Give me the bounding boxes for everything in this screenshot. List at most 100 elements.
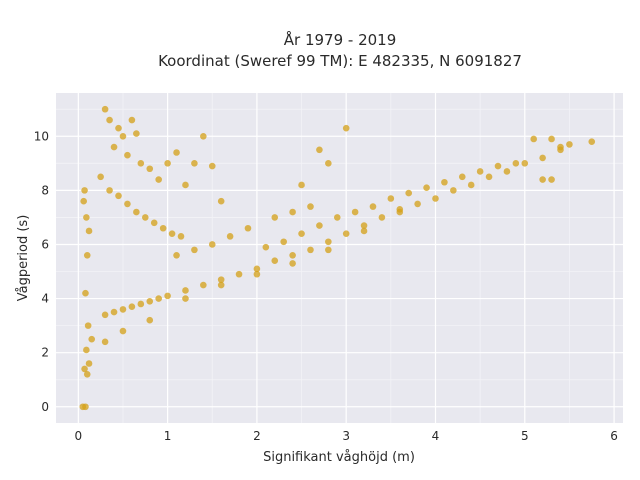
data-point xyxy=(298,181,305,189)
data-point xyxy=(182,295,189,302)
data-point xyxy=(325,238,332,246)
data-point xyxy=(503,168,511,175)
data-point xyxy=(164,292,171,300)
data-point xyxy=(119,306,127,313)
data-point xyxy=(119,132,127,140)
data-point xyxy=(85,227,93,235)
plot-area xyxy=(56,93,623,423)
data-point xyxy=(458,173,466,181)
data-point xyxy=(342,230,350,237)
data-point xyxy=(168,230,176,237)
data-point xyxy=(396,206,404,213)
data-point xyxy=(333,214,341,221)
data-point xyxy=(548,176,555,183)
data-point xyxy=(128,116,136,124)
data-point xyxy=(110,143,118,151)
data-point xyxy=(110,308,118,316)
data-point xyxy=(307,203,314,210)
x-tick-label: 6 xyxy=(610,429,618,443)
data-point xyxy=(146,297,154,305)
data-point xyxy=(316,222,323,229)
data-point xyxy=(262,243,270,251)
data-point xyxy=(83,251,91,259)
y-tick-label: 6 xyxy=(41,237,49,251)
data-point xyxy=(164,160,171,167)
data-point xyxy=(82,289,89,297)
data-point xyxy=(191,160,198,167)
data-point xyxy=(244,224,252,232)
data-point xyxy=(325,160,332,167)
data-point xyxy=(191,246,198,254)
data-point xyxy=(83,214,90,221)
data-point xyxy=(217,276,225,283)
data-point xyxy=(155,295,162,302)
data-point xyxy=(271,257,279,265)
data-points xyxy=(79,105,596,411)
data-point xyxy=(235,270,243,278)
data-point xyxy=(530,135,538,143)
data-point xyxy=(414,200,421,208)
data-point xyxy=(512,160,520,167)
data-point xyxy=(289,251,296,259)
data-point xyxy=(566,141,573,148)
data-point xyxy=(432,195,439,202)
chart-title-line1: År 1979 - 2019 xyxy=(284,30,397,49)
data-point xyxy=(101,338,109,346)
data-point xyxy=(369,203,377,210)
axis-ticks: 0 1 2 3 4 5 6 0 2 4 6 8 10 xyxy=(34,129,618,443)
data-point xyxy=(141,214,149,221)
data-point xyxy=(115,124,122,132)
data-point xyxy=(159,224,167,232)
data-point xyxy=(325,246,332,254)
y-axis-label: Vågperiod (s) xyxy=(16,215,31,302)
data-point xyxy=(177,233,185,240)
data-point xyxy=(85,360,93,367)
data-point xyxy=(115,192,122,200)
chart-title-line2: Koordinat (Sweref 99 TM): E 482335, N 60… xyxy=(158,52,522,70)
data-point xyxy=(539,154,546,162)
x-tick-label: 0 xyxy=(75,429,83,443)
data-point xyxy=(101,311,109,319)
data-point xyxy=(253,270,261,278)
data-point xyxy=(80,197,87,205)
data-point xyxy=(84,322,92,329)
data-point xyxy=(150,219,158,227)
data-point xyxy=(182,181,189,189)
x-tick-label: 1 xyxy=(164,429,172,443)
data-point xyxy=(83,346,90,354)
data-point xyxy=(467,181,475,189)
data-point xyxy=(208,162,216,170)
x-tick-label: 4 xyxy=(432,429,440,443)
data-point xyxy=(450,187,457,194)
grid-lines xyxy=(56,93,623,423)
data-point xyxy=(289,208,296,216)
data-point xyxy=(137,160,145,167)
data-point xyxy=(81,187,88,194)
data-point xyxy=(494,162,502,170)
data-point xyxy=(548,135,555,143)
x-axis-label: Signifikant våghöjd (m) xyxy=(263,450,415,465)
data-point xyxy=(133,130,140,137)
data-point xyxy=(119,327,127,335)
data-point xyxy=(83,371,91,378)
data-point xyxy=(217,197,225,205)
y-tick-label: 0 xyxy=(41,400,49,414)
data-point xyxy=(146,316,154,324)
data-point xyxy=(208,241,216,248)
data-point xyxy=(387,195,395,202)
x-tick-label: 5 xyxy=(521,429,529,443)
data-point xyxy=(360,227,368,235)
data-point xyxy=(307,246,314,254)
data-point xyxy=(124,200,131,208)
y-tick-label: 8 xyxy=(41,183,49,197)
data-point xyxy=(124,151,131,159)
data-point xyxy=(289,260,296,267)
x-tick-label: 2 xyxy=(253,429,261,443)
data-point xyxy=(253,265,261,273)
y-tick-label: 2 xyxy=(41,346,49,360)
data-point xyxy=(521,160,529,167)
data-point xyxy=(128,303,136,310)
data-point xyxy=(351,208,359,216)
data-point xyxy=(539,176,546,183)
